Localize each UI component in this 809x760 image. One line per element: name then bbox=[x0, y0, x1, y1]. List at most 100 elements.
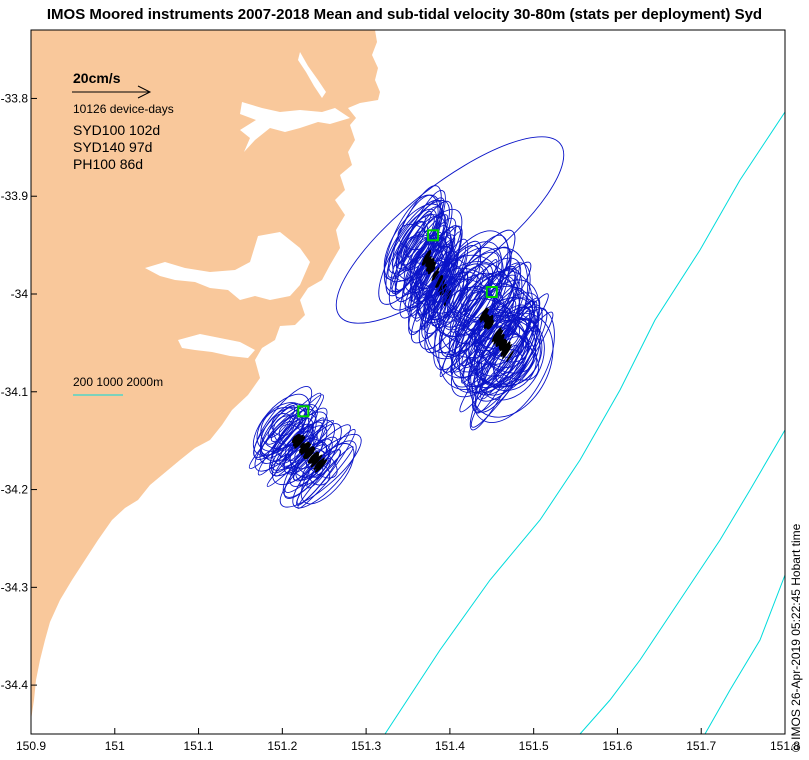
variance-ellipse bbox=[266, 415, 299, 445]
variance-ellipse bbox=[417, 250, 459, 316]
isobath-legend-label: 200 1000 2000m bbox=[73, 375, 163, 389]
variance-ellipse bbox=[459, 293, 549, 413]
bay-harbour bbox=[145, 232, 310, 300]
ellipse-core bbox=[426, 258, 433, 268]
variance-ellipse bbox=[404, 221, 426, 258]
x-tick-label: 151 bbox=[105, 739, 125, 753]
ellipse-core bbox=[314, 459, 324, 469]
variance-ellipse bbox=[444, 271, 482, 313]
variance-ellipse bbox=[383, 199, 443, 280]
ellipse-core bbox=[502, 344, 511, 356]
variance-ellipse bbox=[492, 336, 528, 379]
isobath-2000m bbox=[704, 574, 785, 734]
x-axis-ticks: 150.9 151 151.1 151.2 151.3 151.4 151.5 151.6 15… bbox=[16, 728, 800, 753]
variance-ellipse bbox=[474, 304, 543, 413]
x-tick-label: 151.8 bbox=[770, 739, 800, 753]
variance-ellipse bbox=[451, 267, 523, 378]
x-tick-label: 151.3 bbox=[351, 739, 381, 753]
variance-ellipse bbox=[395, 214, 448, 281]
ellipse-core bbox=[484, 315, 494, 329]
isobath-1000m bbox=[579, 429, 785, 734]
x-tick-label: 151.4 bbox=[435, 739, 465, 753]
variance-ellipse bbox=[434, 247, 529, 379]
ellipse-core bbox=[498, 338, 506, 349]
variance-ellipse bbox=[480, 310, 532, 400]
ellipse-core bbox=[495, 333, 505, 347]
variance-ellipse bbox=[449, 273, 494, 333]
variance-ellipse bbox=[433, 247, 504, 338]
mooring-label-2: SYD140 97d bbox=[73, 139, 152, 155]
device-days-label: 10126 device-days bbox=[73, 102, 174, 116]
variance-ellipse bbox=[248, 392, 322, 469]
mean-velocity-box bbox=[427, 229, 440, 242]
ellipse-core bbox=[291, 433, 301, 444]
ellipse-core bbox=[314, 459, 328, 473]
variance-ellipse bbox=[449, 281, 521, 373]
variance-ellipse bbox=[424, 230, 511, 360]
variance-ellipses bbox=[248, 136, 565, 509]
y-tick-label: -33.9 bbox=[1, 189, 29, 203]
ellipse-core bbox=[437, 279, 445, 293]
plot-frame bbox=[30, 29, 786, 735]
variance-ellipse bbox=[460, 285, 496, 319]
isobath-200m bbox=[384, 111, 785, 734]
credit-timestamp: © IMOS 26-Apr-2019 05:22:45 Hobart time bbox=[789, 523, 803, 752]
ellipse-core bbox=[300, 443, 305, 448]
variance-ellipse bbox=[395, 200, 453, 303]
mean-velocity-box bbox=[297, 405, 310, 418]
y-tick-label: -34 bbox=[11, 287, 29, 301]
variance-ellipse bbox=[392, 194, 441, 282]
variance-ellipse bbox=[397, 223, 429, 251]
y-axis-ticks: -33.8 -33.9 -34 -34.1 -34.2 -34.3 -34.4 bbox=[1, 91, 37, 692]
mooring-label-3: PH100 86d bbox=[73, 156, 143, 172]
x-tick-label: 151.1 bbox=[184, 739, 214, 753]
x-tick-label: 151.5 bbox=[519, 739, 549, 753]
y-tick-label: -34.2 bbox=[1, 483, 29, 497]
x-tick-label: 151.2 bbox=[267, 739, 297, 753]
ellipse-core bbox=[312, 456, 320, 465]
scale-arrow-icon bbox=[72, 85, 152, 99]
variance-ellipse bbox=[450, 292, 541, 398]
variance-ellipse bbox=[470, 311, 554, 428]
variance-ellipse bbox=[396, 213, 435, 269]
ellipse-core bbox=[486, 319, 494, 330]
ellipse-core bbox=[506, 350, 514, 363]
ellipse-core bbox=[492, 328, 502, 342]
y-tick-label: -34.4 bbox=[1, 678, 29, 692]
ellipse-core bbox=[307, 451, 319, 464]
isobaths bbox=[384, 111, 785, 734]
bay-north bbox=[240, 102, 350, 152]
y-tick-label: -33.8 bbox=[1, 91, 29, 105]
ellipse-core bbox=[479, 307, 488, 321]
variance-ellipse bbox=[335, 136, 565, 324]
x-tick-label: 151.7 bbox=[686, 739, 716, 753]
y-tick-label: -34.3 bbox=[1, 580, 29, 594]
variance-ellipse bbox=[465, 312, 537, 385]
variance-ellipse bbox=[451, 297, 536, 394]
ellipse-core bbox=[299, 441, 310, 454]
inlet-north-arm bbox=[298, 52, 326, 98]
variance-ellipse bbox=[475, 318, 545, 401]
y-tick-label: -34.1 bbox=[1, 385, 29, 399]
variance-ellipse bbox=[455, 259, 498, 338]
ellipse-core bbox=[427, 261, 436, 273]
variance-ellipse bbox=[433, 234, 509, 371]
ellipse-core bbox=[292, 434, 304, 447]
variance-ellipse bbox=[447, 265, 484, 318]
bay-south bbox=[178, 334, 255, 358]
ellipse-core bbox=[424, 254, 430, 263]
mean-velocity-box bbox=[485, 286, 498, 298]
mooring-label-1: SYD100 102d bbox=[73, 122, 160, 138]
variance-ellipse bbox=[423, 265, 450, 312]
scale-label: 20cm/s bbox=[73, 70, 121, 86]
x-tick-label: 150.9 bbox=[16, 739, 46, 753]
ellipse-core bbox=[435, 275, 444, 288]
x-tick-label: 151.6 bbox=[602, 739, 632, 753]
ellipse-core bbox=[431, 267, 440, 282]
ellipse-core bbox=[305, 448, 312, 456]
land-coastline bbox=[31, 30, 380, 720]
map-title: IMOS Moored instruments 2007-2018 Mean a… bbox=[46, 6, 763, 23]
variance-ellipse bbox=[388, 208, 437, 274]
variance-ellipse bbox=[383, 203, 445, 283]
